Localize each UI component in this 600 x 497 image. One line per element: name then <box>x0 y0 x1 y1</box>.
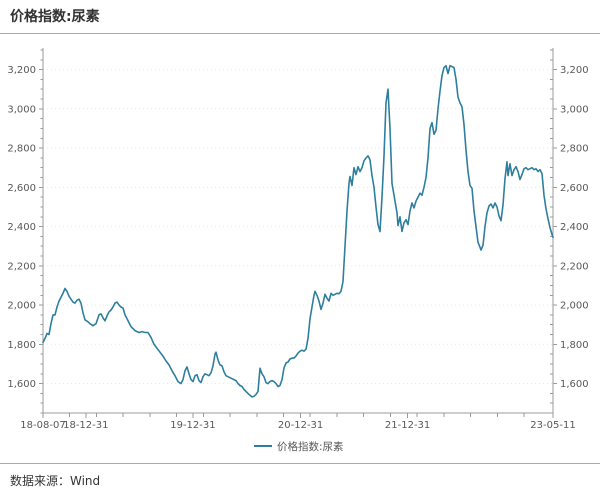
chart-title: 价格指数:尿素 <box>10 9 100 25</box>
data-source-footer: 数据来源：Wind <box>0 463 600 497</box>
x-axis-label: 18-12-31 <box>63 420 108 431</box>
x-axis-ticks <box>42 413 554 418</box>
y-axis-label-left: 3,000 <box>7 104 36 115</box>
y-gridlines <box>43 69 553 385</box>
y-axis-label-right: 2,400 <box>560 222 589 233</box>
y-axis-label-right: 2,600 <box>560 183 589 194</box>
y-axis-label-left: 3,200 <box>7 65 36 76</box>
data-source-text: 数据来源：Wind <box>10 474 101 488</box>
price-index-line-chart: 1,600 1,600 1,800 1,800 2,000 2,000 2,200 2,200… <box>7 48 589 453</box>
y-axis-label-right: 1,800 <box>560 340 589 351</box>
chart-legend: 价格指数:尿素 <box>254 440 344 453</box>
y-axis-label-right: 3,200 <box>560 65 589 76</box>
y-axis-label-left: 2,200 <box>7 261 36 272</box>
y-axis-label-left: 2,600 <box>7 183 36 194</box>
y-axis-label-left: 1,800 <box>7 340 36 351</box>
price-line <box>42 64 554 398</box>
chart-container: 1,600 1,600 1,800 1,800 2,000 2,000 2,200 2,200… <box>0 34 600 463</box>
x-axis-label: 23-05-11 <box>530 420 575 431</box>
page-header: 价格指数:尿素 <box>0 0 600 34</box>
y-axis-label-right: 3,000 <box>560 104 589 115</box>
y-axis-label-left: 2,400 <box>7 222 36 233</box>
y-axis-label-right: 2,000 <box>560 301 589 312</box>
y-axis-label-left: 2,000 <box>7 301 36 312</box>
y-axis-label-right: 2,200 <box>560 261 589 272</box>
y-axis-label-right: 1,600 <box>560 379 589 390</box>
x-axis-label: 19-12-31 <box>170 420 215 431</box>
y-axis-labels: 1,600 1,600 1,800 1,800 2,000 2,000 2,200 2,200… <box>7 65 588 390</box>
y-axis-ticks <box>39 49 557 414</box>
x-axis-label: 18-08-07 <box>20 420 65 431</box>
x-axis-label: 20-12-31 <box>278 420 323 431</box>
x-axis-label: 21-12-31 <box>385 420 430 431</box>
legend-label: 价格指数:尿素 <box>277 440 344 453</box>
y-axis-label-right: 2,800 <box>560 144 589 155</box>
y-axis-label-left: 1,600 <box>7 379 36 390</box>
y-axis-label-left: 2,800 <box>7 144 36 155</box>
